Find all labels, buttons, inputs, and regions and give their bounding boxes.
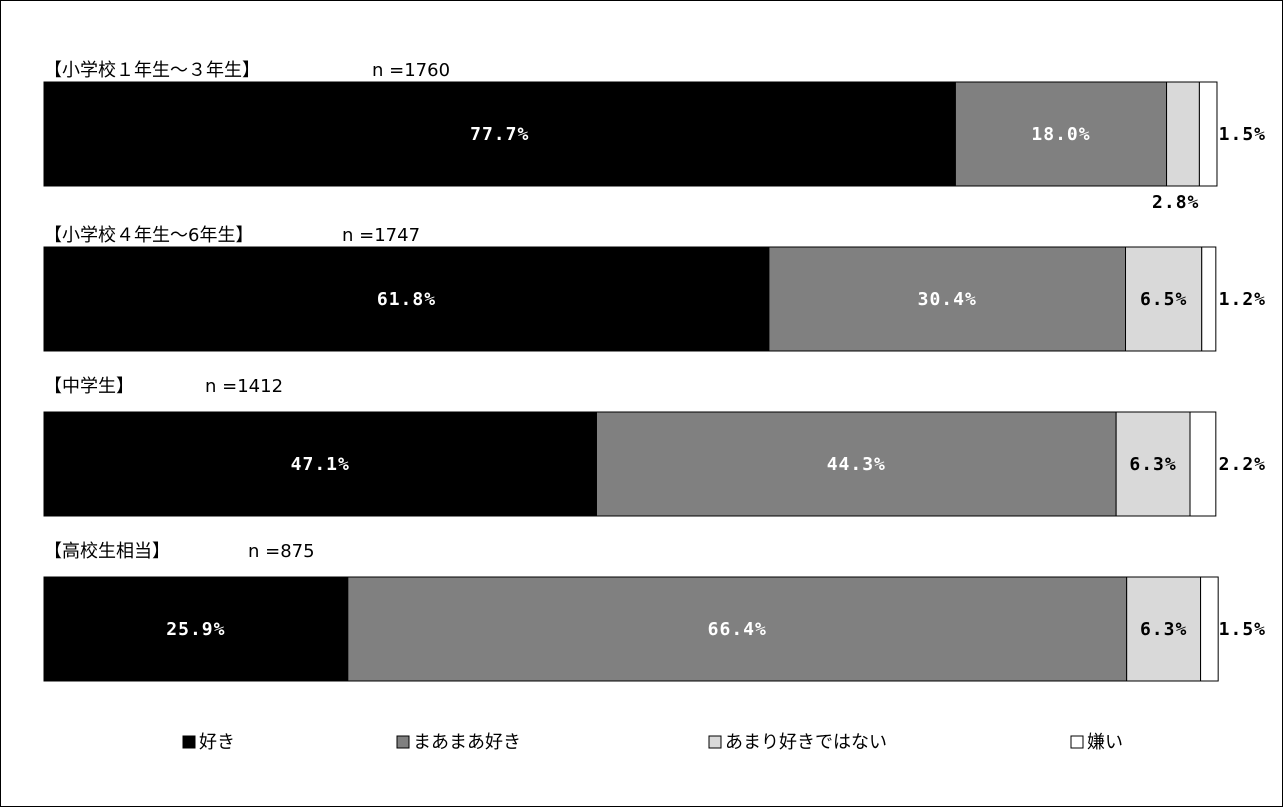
group-title: 【小学校４年生～6年生】 [44,225,253,246]
legend-swatch [708,735,722,749]
bar-segment [1126,576,1202,682]
data-label: 66.4% [708,619,767,640]
group-title: 【中学生】 [44,376,134,397]
group-n-label: n =875 [248,541,315,562]
data-label: 6.5% [1140,289,1187,310]
bar-segment [43,81,956,187]
data-label: 77.7% [470,124,529,145]
group-title: 【小学校１年生～３年生】 [44,60,260,81]
bar-segment [43,246,770,352]
legend-label: 嫌い [1087,732,1123,753]
bar-segment [1200,576,1219,682]
bar-segment [1201,246,1217,352]
legend-swatch [182,735,196,749]
legend-label: あまり好きではない [725,732,887,753]
bar-segment [595,411,1117,517]
data-label: 61.8% [377,289,436,310]
data-label: 6.3% [1129,454,1176,475]
data-label: 1.5% [1219,619,1266,640]
group-n-label: n =1760 [372,60,450,81]
bar-segment [1189,411,1217,517]
bar-segment [43,411,597,517]
legend-label: 好き [199,732,235,753]
data-label: 47.1% [291,454,350,475]
data-label: 18.0% [1031,124,1090,145]
data-label: 30.4% [918,289,977,310]
legend-label: まあまあ好き [413,732,521,753]
data-label: 1.5% [1219,124,1266,145]
bar-segment [954,81,1168,187]
data-label: 6.3% [1140,619,1187,640]
group-n-label: n =1412 [205,376,283,397]
legend-swatch [1070,735,1084,749]
bar-segment [1166,81,1200,187]
data-label: 25.9% [166,619,225,640]
group-title: 【高校生相当】 [44,541,170,562]
bar-segment [1125,246,1203,352]
data-label: 2.2% [1219,454,1266,475]
legend-swatch [396,735,410,749]
bar-segment [43,576,349,682]
bar-segment [768,246,1126,352]
bar-segment [1198,81,1218,187]
group-n-label: n =1747 [342,225,420,246]
data-label: 44.3% [827,454,886,475]
data-label: 2.8% [1152,192,1199,213]
bar-segment [1115,411,1191,517]
data-label: 1.2% [1219,289,1266,310]
